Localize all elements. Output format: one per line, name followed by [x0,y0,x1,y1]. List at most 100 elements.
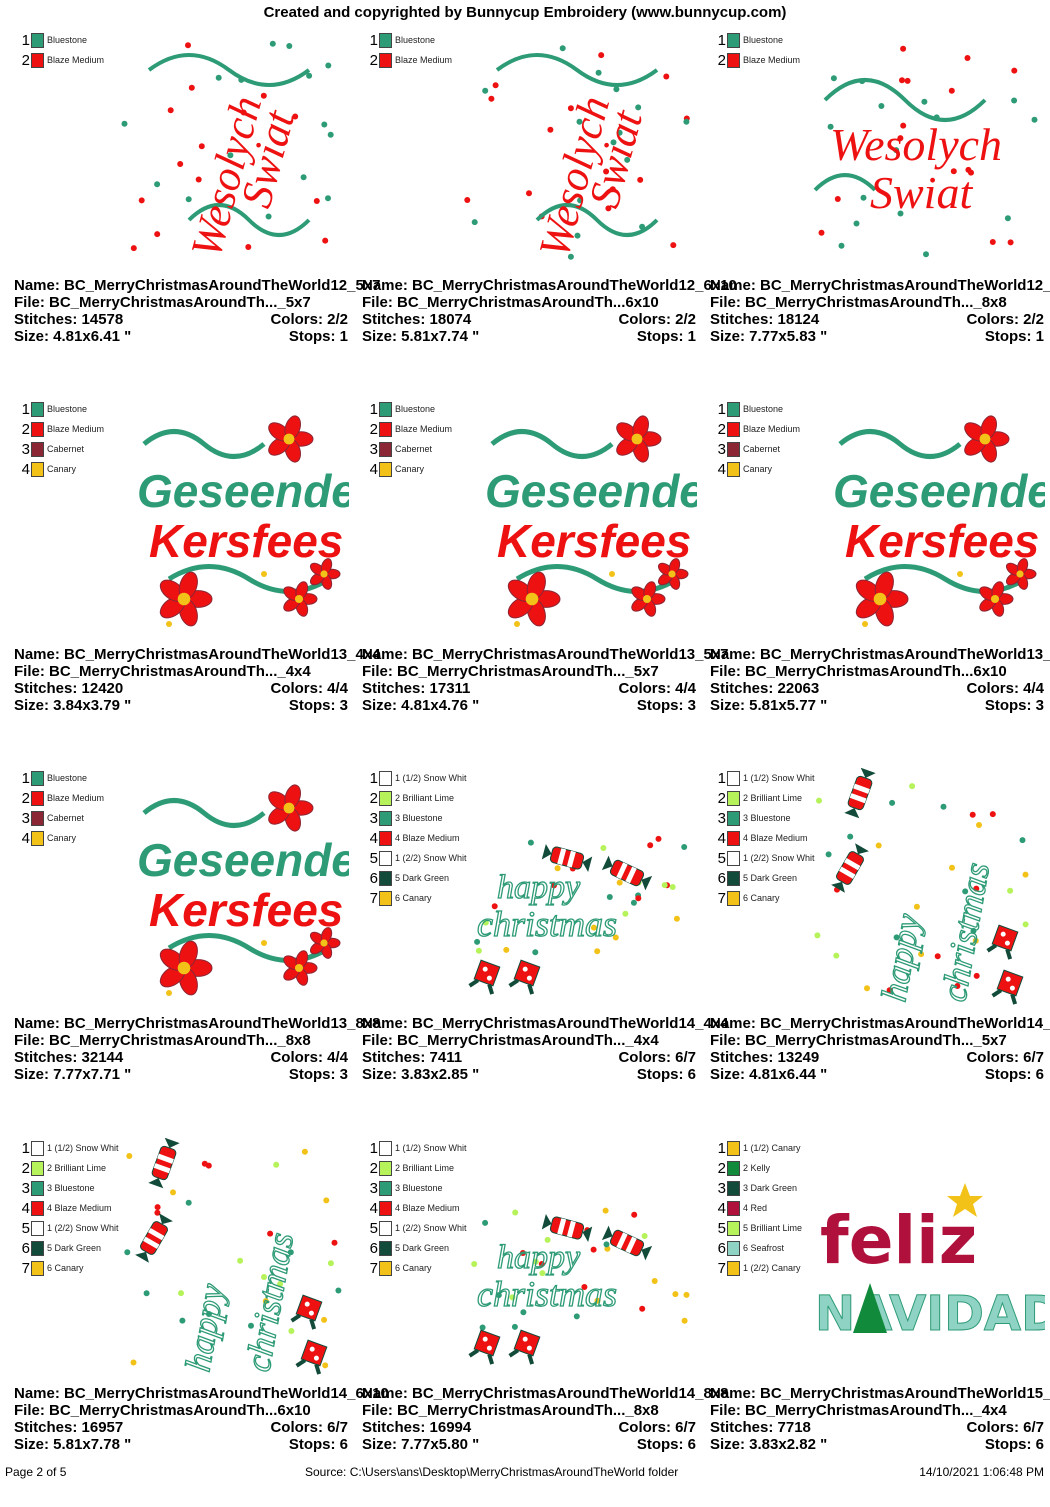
color-swatch [379,421,392,437]
color-swatch [727,1140,740,1156]
design-preview: Geseende Kersfees [457,399,697,639]
color-item: 4 4 Blaze Medium [715,828,815,848]
color-item: 4 Canary [367,459,452,479]
design-name: Name: BC_MerryChristmasAroundTheWorld12_… [14,277,381,294]
color-label: 4 Blaze Medium [743,833,808,843]
color-swatch [727,850,740,866]
color-item: 3 Cabernet [19,439,104,459]
design-file: File: BC_MerryChristmasAroundTh..._8x8 [14,1032,311,1049]
color-label: Bluestone [47,35,88,45]
color-number: 1 [369,31,378,49]
color-number: 2 [21,51,30,69]
color-number: 3 [21,440,30,458]
stop-count: Stops: 6 [288,1436,348,1453]
color-swatch [379,1180,392,1196]
color-label: 5 Dark Green [47,1243,102,1253]
color-swatch [31,1240,44,1256]
color-item: 1 1 (1/2) Snow Whit [367,768,467,788]
design-card: 1 Bluestone 2 Blaze Medium 3 Cabernet 4 Canary G… [362,399,729,768]
svg-text:Wesolych: Wesolych [830,119,1002,170]
design-name: Name: BC_MerryChristmasAroundTheWorld13_… [14,1015,381,1032]
color-swatch [379,1220,392,1236]
design-info: Name: BC_MerryChristmasAroundTheWorld14_… [362,1385,729,1453]
color-list: 1 Bluestone 2 Blaze Medium 3 Cabernet 4 Canary [19,399,104,479]
print-datetime: 14/10/2021 1:06:48 PM [919,1465,1044,1479]
color-label: Cabernet [47,444,85,454]
color-swatch [379,870,392,886]
design-size: Size: 3.83x2.85 " [362,1066,480,1083]
svg-text:Geseende: Geseende [137,834,349,886]
svg-text:Kersfees: Kersfees [497,515,691,567]
color-swatch [727,830,740,846]
design-preview: Wesolych Swiat [457,30,697,270]
color-item: 4 Canary [19,459,104,479]
color-label: Blaze Medium [395,55,453,65]
color-number: 6 [369,1239,378,1257]
color-item: 1 Bluestone [19,399,104,419]
page-header: Created and copyrighted by Bunnycup Embr… [263,4,787,21]
color-number: 4 [21,829,30,847]
color-label: 1 (1/2) Canary [743,1143,801,1153]
color-label: 1 (1/2) Snow Whit [395,773,467,783]
color-number: 1 [21,400,30,418]
color-swatch [31,32,44,48]
color-item: 3 3 Bluestone [367,1178,467,1198]
svg-text:happy: happy [497,869,581,906]
color-swatch [31,441,44,457]
color-item: 5 1 (2/2) Snow Whit [367,1218,467,1238]
design-preview: happy christmas [805,768,1045,1008]
svg-text:Kersfees: Kersfees [845,515,1039,567]
color-number: 2 [369,789,378,807]
svg-text:Geseende: Geseende [833,465,1045,517]
color-swatch [379,1140,392,1156]
page-number: Page 2 of 5 [5,1465,67,1479]
svg-text:christmas: christmas [933,860,997,1005]
color-list: 1 Bluestone 2 Blaze Medium 3 Cabernet 4 Canary [367,399,452,479]
color-label: 2 Brilliant Lime [47,1163,107,1173]
design-file: File: BC_MerryChristmasAroundTh..._4x4 [14,663,311,680]
color-swatch [379,850,392,866]
color-swatch [727,441,740,457]
color-swatch [31,1160,44,1176]
color-swatch [727,810,740,826]
color-number: 1 [369,769,378,787]
color-label: 1 (2/2) Snow Whit [743,853,815,863]
color-swatch [727,1200,740,1216]
color-swatch [727,461,740,477]
design-size: Size: 4.81x6.41 " [14,328,132,345]
color-swatch [379,830,392,846]
design-size: Size: 3.84x3.79 " [14,697,132,714]
stop-count: Stops: 1 [636,328,696,345]
color-item: 3 Cabernet [19,808,104,828]
color-label: 1 (2/2) Snow Whit [395,1223,467,1233]
color-number: 6 [369,869,378,887]
stitch-count: Stitches: 7718 [710,1419,811,1436]
color-label: 4 Blaze Medium [395,833,460,843]
color-number: 5 [21,1219,30,1237]
color-number: 2 [369,1159,378,1177]
design-card: 1 Bluestone 2 Blaze Medium 3 Cabernet 4 Canary G… [14,768,381,1137]
stop-count: Stops: 6 [984,1436,1044,1453]
color-swatch [379,890,392,906]
design-info: Name: BC_MerryChristmasAroundTheWorld13_… [710,646,1050,714]
stop-count: Stops: 6 [636,1436,696,1453]
color-item: 5 1 (2/2) Snow Whit [19,1218,119,1238]
stitch-count: Stitches: 18074 [362,311,472,328]
design-card: 1 Bluestone 2 Blaze Medium Wesolych Swiat Nam… [362,30,737,399]
color-count: Colors: 6/7 [618,1419,696,1436]
color-label: Cabernet [395,444,433,454]
color-item: 1 1 (1/2) Snow Whit [19,1138,119,1158]
color-label: Bluestone [395,35,436,45]
color-item: 1 Bluestone [367,30,452,50]
color-item: 3 3 Bluestone [19,1178,119,1198]
color-label: 1 (2/2) Canary [743,1263,801,1273]
color-number: 6 [717,869,726,887]
color-swatch [379,401,392,417]
color-item: 2 Blaze Medium [19,788,104,808]
design-preview: Wesolych Swiat [805,30,1045,270]
color-count: Colors: 6/7 [966,1419,1044,1436]
svg-text:feliz: feliz [820,1202,977,1279]
color-number: 2 [369,420,378,438]
color-number: 6 [21,1239,30,1257]
color-list: 1 Bluestone 2 Blaze Medium [715,30,800,70]
